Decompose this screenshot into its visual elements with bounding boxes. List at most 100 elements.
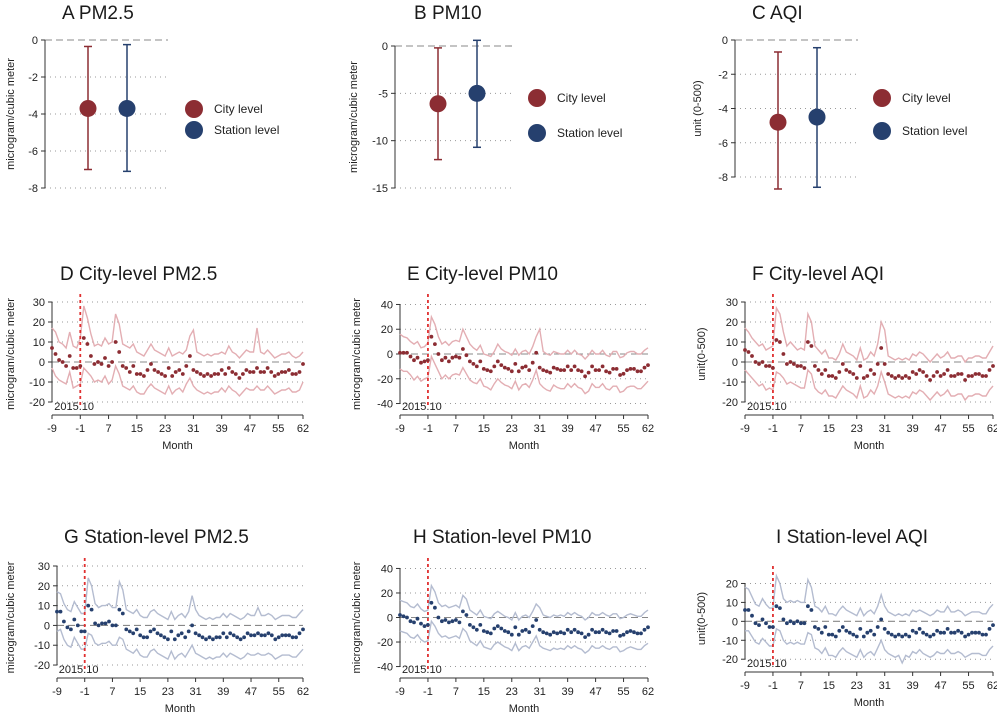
data-point <box>977 372 981 376</box>
data-point <box>398 613 402 617</box>
data-point <box>966 632 971 637</box>
data-point <box>401 350 406 355</box>
data-point <box>251 370 256 374</box>
data-point <box>179 631 184 636</box>
x-axis-label: Month <box>165 703 196 715</box>
data-point <box>987 368 992 372</box>
data-point <box>256 631 260 636</box>
data-point <box>879 617 884 622</box>
y-tick-label: -10 <box>722 635 738 647</box>
data-point <box>86 603 91 608</box>
data-point <box>443 355 448 360</box>
data-point <box>228 631 233 636</box>
data-point <box>96 360 100 364</box>
data-point <box>760 617 765 622</box>
data-point <box>205 372 210 376</box>
data-point <box>987 627 992 631</box>
data-point <box>590 627 594 632</box>
data-point <box>197 633 202 638</box>
panel-letter: C <box>752 3 770 24</box>
data-point <box>600 364 605 369</box>
data-point <box>142 374 146 378</box>
data-point <box>917 368 922 372</box>
data-point <box>263 633 267 638</box>
data-point <box>586 370 591 375</box>
data-point <box>265 366 270 370</box>
data-point <box>485 368 490 372</box>
data-point <box>492 364 497 369</box>
data-point <box>963 378 967 382</box>
data-point <box>872 372 877 376</box>
data-point <box>499 626 504 631</box>
data-point <box>896 632 901 637</box>
data-point <box>520 629 525 633</box>
data-point <box>219 368 224 372</box>
data-point <box>635 369 640 374</box>
point-estimate <box>808 108 826 126</box>
data-point <box>893 634 898 639</box>
data-point <box>172 637 177 642</box>
data-point <box>935 628 939 633</box>
y-tick-label: 10 <box>726 337 738 349</box>
data-point <box>436 352 441 356</box>
data-point <box>882 362 887 366</box>
data-point <box>774 338 779 342</box>
data-point <box>875 625 880 629</box>
x-tick-label: 31 <box>879 680 891 692</box>
data-point <box>276 372 281 376</box>
data-point <box>921 370 925 374</box>
data-point <box>454 618 458 622</box>
x-tick-label: 55 <box>272 423 284 435</box>
legend-label: Station level <box>557 126 622 140</box>
data-point <box>795 619 800 624</box>
data-point <box>534 350 539 355</box>
data-point <box>771 366 775 370</box>
data-point <box>917 627 922 631</box>
data-point <box>614 629 619 633</box>
data-point <box>949 374 953 378</box>
data-point <box>495 359 500 364</box>
data-point <box>984 632 988 637</box>
data-point <box>290 372 295 376</box>
y-tick-label: 0 <box>732 357 738 369</box>
data-point <box>907 634 912 639</box>
y-tick-label: -20 <box>377 374 393 386</box>
data-point <box>252 633 257 638</box>
data-point <box>419 360 423 365</box>
y-tick-label: 10 <box>33 337 45 349</box>
panel-letter: G <box>64 527 84 548</box>
data-point <box>625 368 629 372</box>
event-label: 2015.10 <box>402 401 442 413</box>
data-point <box>625 630 629 635</box>
data-point <box>450 355 455 360</box>
x-tick-label: 31 <box>534 423 546 435</box>
y-tick-label: -2 <box>28 72 38 84</box>
data-point <box>757 362 761 366</box>
data-point <box>840 362 845 366</box>
data-point <box>945 368 950 372</box>
data-point <box>110 360 114 364</box>
data-point <box>945 627 950 631</box>
y-tick-label: -10 <box>372 136 388 148</box>
panel-letter: H <box>413 527 432 548</box>
data-point <box>991 364 995 368</box>
data-point <box>429 334 434 339</box>
data-point <box>583 374 587 379</box>
event-label: 2015.10 <box>747 658 787 670</box>
y-tick-label: 30 <box>33 297 45 309</box>
y-tick-label: -20 <box>377 637 393 649</box>
data-point <box>576 368 580 372</box>
x-tick-label: 55 <box>962 423 974 435</box>
legend-swatch <box>185 121 203 139</box>
data-point <box>980 374 985 378</box>
panel-title: E City-level PM10 <box>407 264 558 285</box>
data-point <box>100 621 104 626</box>
x-tick-label: 23 <box>162 686 174 698</box>
data-point <box>464 353 469 358</box>
data-point <box>600 627 605 632</box>
data-point <box>117 607 122 612</box>
data-point <box>970 374 974 378</box>
data-point <box>82 629 87 634</box>
data-point <box>509 632 514 637</box>
y-tick-label: 20 <box>38 581 50 593</box>
